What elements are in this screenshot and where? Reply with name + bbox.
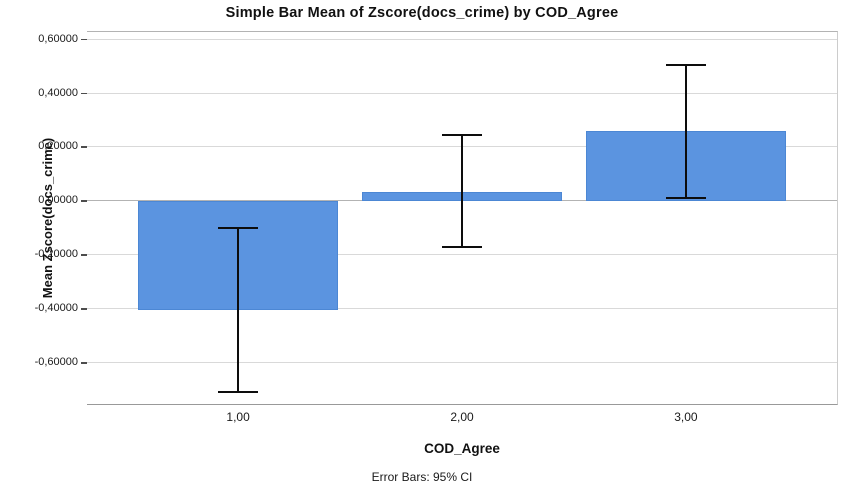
x-tick-label: 2,00 — [450, 410, 474, 424]
x-tick-label: 3,00 — [674, 410, 698, 424]
x-axis-title: COD_Agree — [424, 441, 500, 456]
y-tick-mark — [81, 254, 87, 256]
y-tick-mark — [81, 38, 87, 41]
y-tick-label: 0,40000 — [38, 86, 78, 99]
y-tick-label: 0,00000 — [38, 194, 78, 207]
error-bar-cap-bottom — [218, 391, 259, 394]
error-bar-cap-top — [442, 133, 482, 136]
y-tick-label: -0,20000 — [34, 248, 78, 261]
error-bar — [461, 134, 463, 248]
error-bar-cap-top — [218, 227, 259, 230]
y-tick-label: 0,20000 — [38, 140, 78, 153]
error-bar — [237, 228, 240, 393]
error-bars-footnote: Error Bars: 95% CI — [371, 470, 473, 484]
y-tick-mark — [81, 92, 87, 94]
gridline — [87, 38, 837, 40]
y-tick-label: 0,60000 — [38, 32, 78, 45]
y-tick-label: -0,40000 — [34, 302, 78, 315]
gridline — [87, 254, 837, 256]
gridline — [87, 362, 837, 364]
x-tick-label: 1,00 — [226, 410, 250, 424]
y-tick-mark — [81, 362, 87, 364]
error-bar-cap-top — [665, 63, 706, 66]
y-tick-mark — [81, 308, 87, 310]
gridline — [87, 92, 837, 94]
y-tick-label: -0,60000 — [34, 356, 78, 369]
error-bar-cap-bottom — [665, 196, 706, 199]
error-bar-cap-bottom — [442, 246, 482, 249]
error-bar — [684, 64, 687, 198]
gridline — [87, 308, 837, 310]
chart-title: Simple Bar Mean of Zscore(docs_crime) by… — [225, 5, 619, 21]
y-tick-mark — [81, 200, 87, 202]
y-tick-mark — [81, 146, 87, 148]
